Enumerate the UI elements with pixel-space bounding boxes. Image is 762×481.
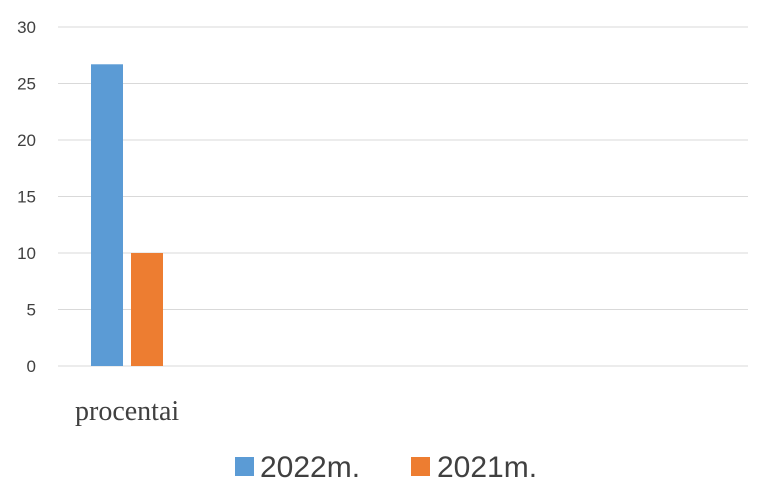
x-axis-categories: procentai (75, 396, 179, 427)
bar-2021m (131, 253, 163, 366)
y-tick-label: 25 (17, 75, 36, 94)
y-tick-label: 5 (27, 301, 36, 320)
legend-label: 2021m. (437, 451, 537, 481)
y-tick-label: 10 (17, 244, 36, 263)
category-label: procentai (75, 396, 179, 427)
legend-swatch (411, 457, 430, 476)
bar-2022m (91, 64, 123, 366)
legend: 2022m. 2021m. (235, 451, 537, 481)
legend-swatch (235, 457, 254, 476)
gridlines (58, 26, 748, 367)
y-tick-label: 0 (27, 357, 36, 376)
y-axis-ticks: 0 5 10 15 20 25 30 (17, 18, 36, 376)
y-tick-label: 15 (17, 188, 36, 207)
y-tick-label: 30 (17, 18, 36, 37)
bars (91, 64, 163, 366)
y-tick-label: 20 (17, 131, 36, 150)
legend-label: 2022m. (260, 451, 360, 481)
